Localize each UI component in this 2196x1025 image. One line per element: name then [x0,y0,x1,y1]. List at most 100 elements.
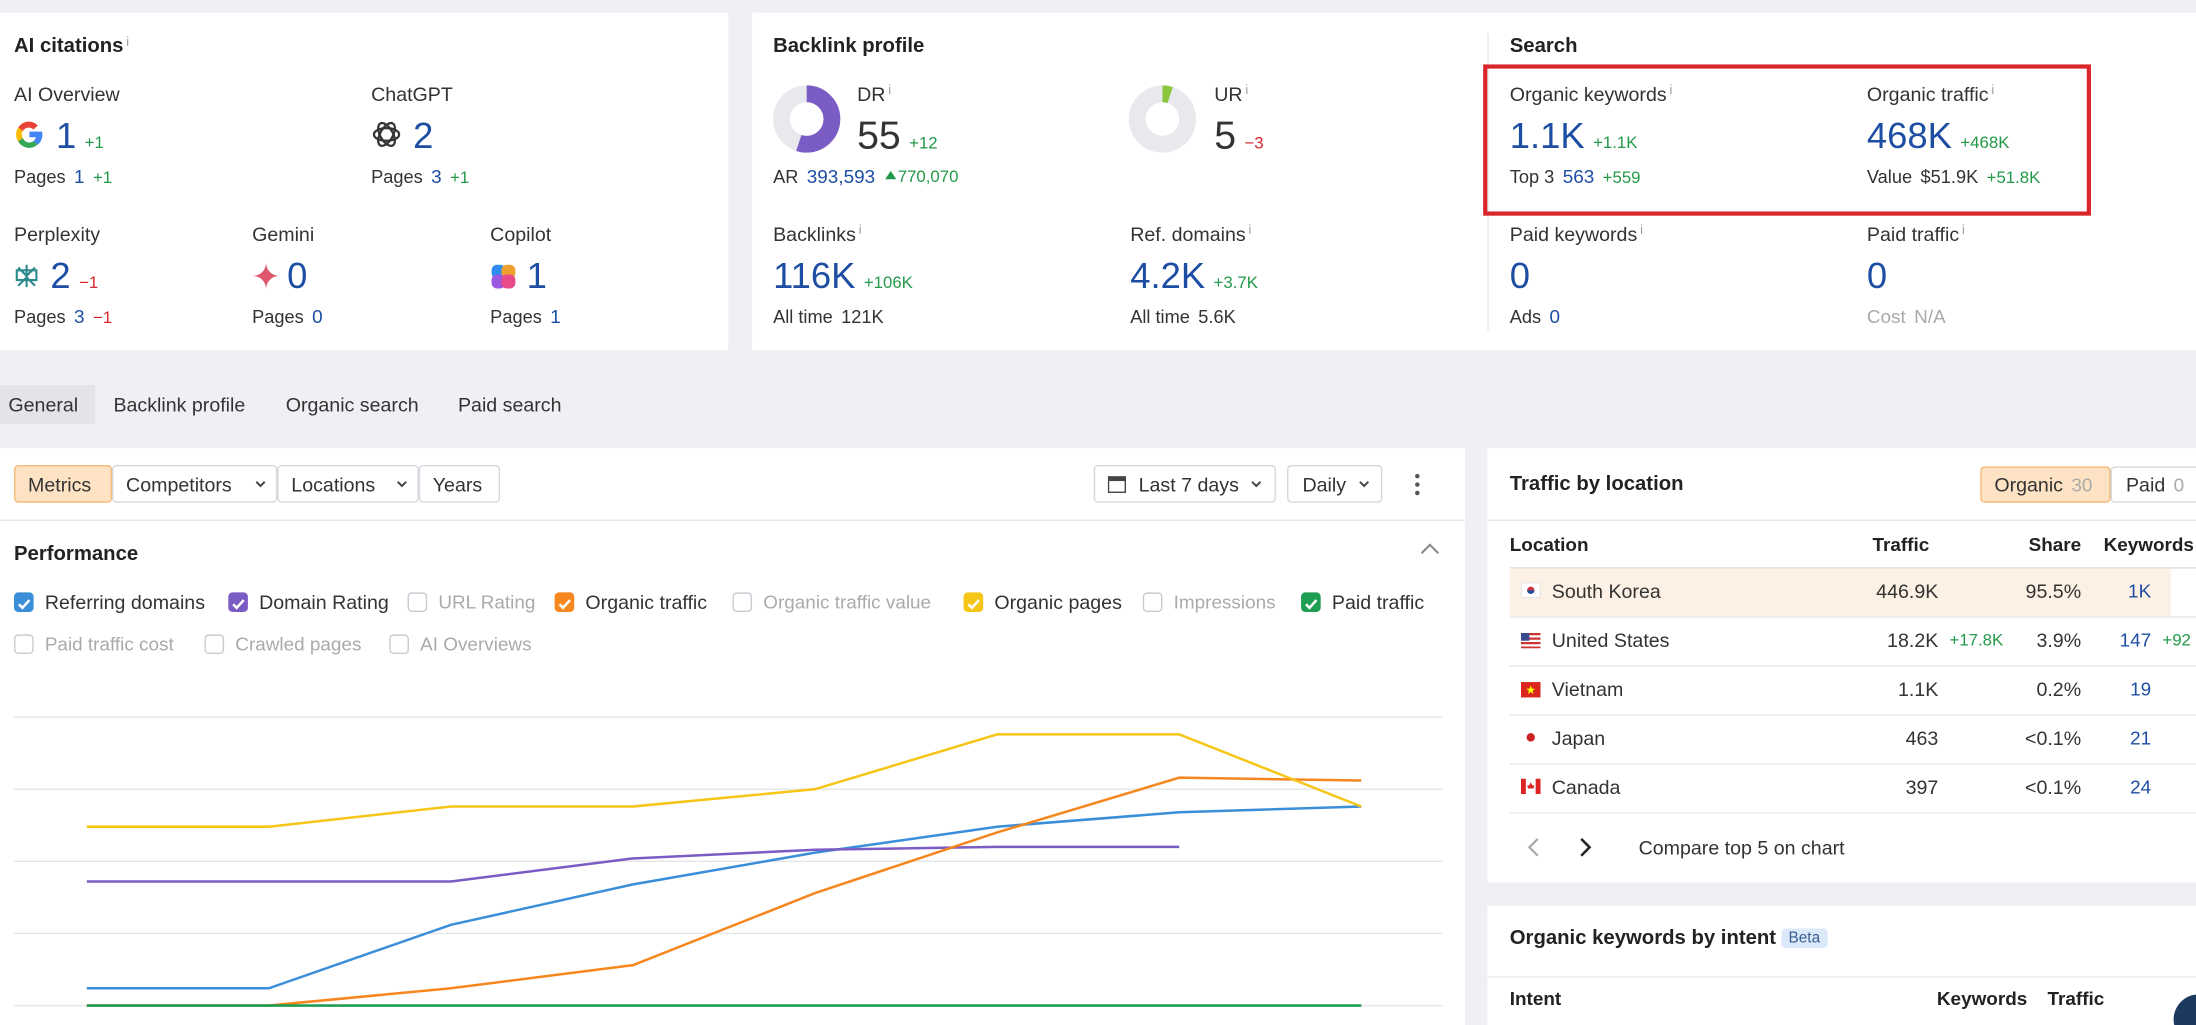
value[interactable]: 468K [1866,114,1952,157]
text-group[interactable]: General [8,394,78,416]
pages[interactable]: 3 [431,165,442,187]
text-group[interactable]: Organic traffic [585,591,707,613]
text-group[interactable]: Impressions [1174,592,1276,613]
value[interactable]: 0 [1866,254,1888,297]
interval[interactable]: Daily [1302,473,1347,496]
prev-page[interactable] [1527,838,1541,858]
checkbox[interactable] [14,634,34,655]
view-button[interactable] [418,464,500,503]
item[interactable]: Organic traffic value [763,591,932,613]
pages[interactable]: 1 [74,165,85,187]
value[interactable]: 116K [773,254,856,297]
text-group[interactable]: Paid 0 [2126,473,2184,495]
checkbox[interactable] [963,592,984,613]
keywords[interactable]: 19 [2130,678,2152,700]
text-group[interactable]: Backlink profile [113,394,245,416]
text-group[interactable]: 24 [2130,777,2151,798]
checkbox[interactable] [204,634,225,655]
item[interactable]: Paid traffic cost [44,633,174,655]
text-group[interactable]: Domain Rating [259,591,389,613]
value[interactable]: 1.1K [1509,114,1585,157]
view-button[interactable] [277,464,419,503]
pages[interactable]: 1 [550,306,561,328]
text-group[interactable]: 1K [2128,581,2151,602]
item[interactable]: Years [432,473,483,496]
name[interactable]: Organic pages [994,591,1122,614]
toggle-paid[interactable] [2110,466,2196,503]
text-group[interactable]: Crawled pages [235,634,361,655]
text-group[interactable]: Organic traffic value [763,592,931,613]
checkbox[interactable] [407,592,428,613]
text-group[interactable]: Paid traffic cost [45,634,174,655]
keywords[interactable]: 147 [2119,629,2152,651]
pages[interactable]: 3 [74,306,85,328]
checkbox[interactable] [228,592,248,613]
text-group[interactable]: 21 [2130,728,2151,749]
item[interactable]: Paid search [457,393,562,416]
sub-value[interactable]: 563 [1562,165,1595,187]
text-group[interactable]: Paid search [458,394,562,416]
text-group[interactable]: Paid traffic [1332,591,1424,613]
text-group[interactable]: Competitors [126,473,232,495]
value[interactable]: 4.2K [1130,254,1206,297]
pages-label: Pages [14,306,66,328]
text-group[interactable]: AI Overviews [420,634,531,655]
sub-value[interactable]: 0 [1549,306,1561,328]
text-group[interactable]: Years [433,473,482,495]
chat-widget[interactable] [2171,992,2196,1025]
item[interactable]: Metrics [28,473,92,496]
name[interactable]: Organic traffic [585,591,708,614]
period-button[interactable] [1093,464,1276,503]
item[interactable]: Organic search [285,393,419,416]
item[interactable]: Locations [291,473,376,496]
view-button[interactable] [14,464,113,503]
item[interactable]: Competitors [126,473,232,496]
label[interactable]: Paid [2125,473,2166,496]
checkbox[interactable] [1301,592,1321,613]
text-group: Ads 0 [1510,306,1560,327]
keywords[interactable]: 21 [2130,727,2152,749]
text-group[interactable]: 19 [2130,679,2151,700]
text-group[interactable]: Organic search [286,394,419,416]
compare[interactable]: Compare top 5 on chart [1638,836,1845,859]
value[interactable]: 0 [1509,254,1531,297]
label[interactable]: Organic [1994,473,2063,496]
text-group[interactable]: Last 7 days [1139,473,1239,495]
share: <0.1% [2025,726,2082,750]
more-menu[interactable] [1413,472,1421,497]
sub-value[interactable]: $51.9K [1920,165,1979,187]
name[interactable]: Domain Rating [259,591,389,614]
text-group[interactable]: Metrics [28,473,91,495]
item[interactable]: General [8,393,79,416]
text-group[interactable]: Organic pages [994,591,1122,613]
text-group[interactable]: Organic 30 [1994,473,2092,495]
keywords[interactable]: 24 [2130,776,2152,798]
checkbox[interactable] [1142,592,1163,613]
item[interactable]: AI Overviews [420,633,532,655]
view-button[interactable] [112,464,278,503]
checkbox[interactable] [14,592,34,613]
pages[interactable]: 0 [312,306,323,328]
item[interactable]: URL Rating [438,591,536,613]
text-group[interactable]: Daily [1302,473,1346,495]
text-group[interactable]: Compare top 5 on chart [1639,836,1845,858]
item[interactable]: Impressions [1173,591,1276,613]
checkbox[interactable] [554,592,575,613]
collapse-icon[interactable] [1420,542,1440,556]
divider [0,519,1465,521]
text-group[interactable]: 147 [2120,630,2152,651]
period[interactable]: Last 7 days [1138,473,1239,496]
value[interactable]: 393,593 [806,165,876,187]
toggle-organic[interactable] [1980,466,2111,503]
name[interactable]: Referring domains [44,591,206,614]
next-page[interactable] [1578,838,1592,858]
text-group[interactable]: Referring domains [45,591,205,613]
text-group[interactable]: URL Rating [438,592,535,613]
item[interactable]: Crawled pages [235,633,362,655]
checkbox[interactable] [732,592,753,613]
keywords[interactable]: 1K [2128,580,2152,602]
checkbox[interactable] [389,634,409,655]
text-group[interactable]: Locations [291,473,375,495]
item[interactable]: Backlink profile [113,393,246,416]
name[interactable]: Paid traffic [1331,591,1425,614]
